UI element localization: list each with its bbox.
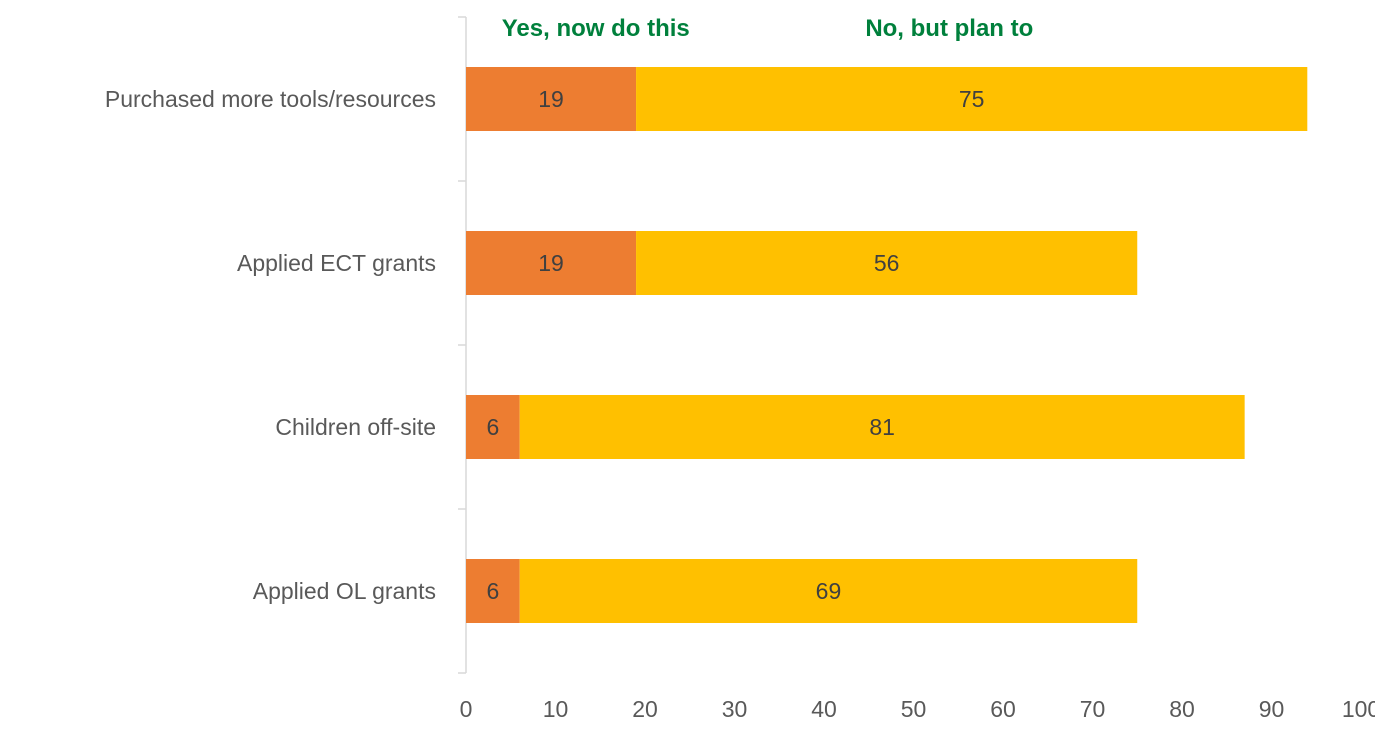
data-label: 6 (486, 578, 499, 604)
bar-segment-plan (519, 559, 1138, 623)
bar-segment-yes (466, 67, 637, 131)
data-label: 19 (538, 86, 564, 112)
x-tick-label: 40 (811, 696, 837, 722)
x-tick-label: 30 (722, 696, 748, 722)
x-tick-label: 80 (1169, 696, 1195, 722)
data-label: 69 (816, 578, 842, 604)
x-tick-label: 10 (543, 696, 569, 722)
data-label: 6 (486, 414, 499, 440)
data-label: 75 (959, 86, 985, 112)
category-label: Applied OL grants (253, 578, 436, 604)
data-label: 81 (869, 414, 895, 440)
legend: Yes, now do this No, but plan to (502, 15, 1034, 42)
category-label: Children off-site (275, 414, 436, 440)
category-label: Applied ECT grants (237, 250, 436, 276)
axis-layer (458, 16, 467, 674)
bar-segment-plan (636, 67, 1308, 131)
x-tick-label: 0 (460, 696, 473, 722)
x-tick-label: 100 (1342, 696, 1375, 722)
bar-segment-plan (636, 231, 1138, 295)
data-label: 19 (538, 250, 564, 276)
bar-segment-yes (466, 559, 520, 623)
x-tick-label: 20 (632, 696, 658, 722)
legend-label: Yes, now do this (502, 15, 690, 42)
legend-label: No, but plan to (865, 15, 1033, 42)
bar-layer (466, 67, 1308, 623)
label-layer: 0 10 20 30 40 50 60 70 80 90 100 19 75 Purchased more… (105, 86, 1375, 722)
x-tick-label: 60 (990, 696, 1016, 722)
bar-segment-plan (519, 395, 1245, 459)
bar-segment-yes (466, 231, 637, 295)
x-tick-label: 90 (1259, 696, 1285, 722)
bar-segment-yes (466, 395, 520, 459)
data-label: 56 (874, 250, 900, 276)
category-label: Purchased more tools/resources (105, 86, 436, 112)
x-tick-label: 70 (1080, 696, 1106, 722)
x-tick-label: 50 (901, 696, 927, 722)
